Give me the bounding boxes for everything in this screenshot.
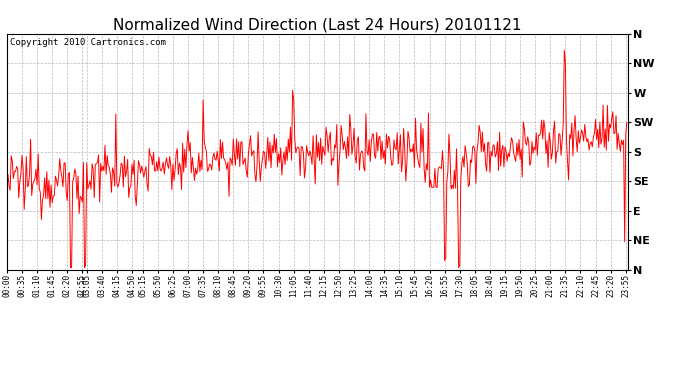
Title: Normalized Wind Direction (Last 24 Hours) 20101121: Normalized Wind Direction (Last 24 Hours… [113, 18, 522, 33]
Text: Copyright 2010 Cartronics.com: Copyright 2010 Cartronics.com [10, 39, 166, 48]
